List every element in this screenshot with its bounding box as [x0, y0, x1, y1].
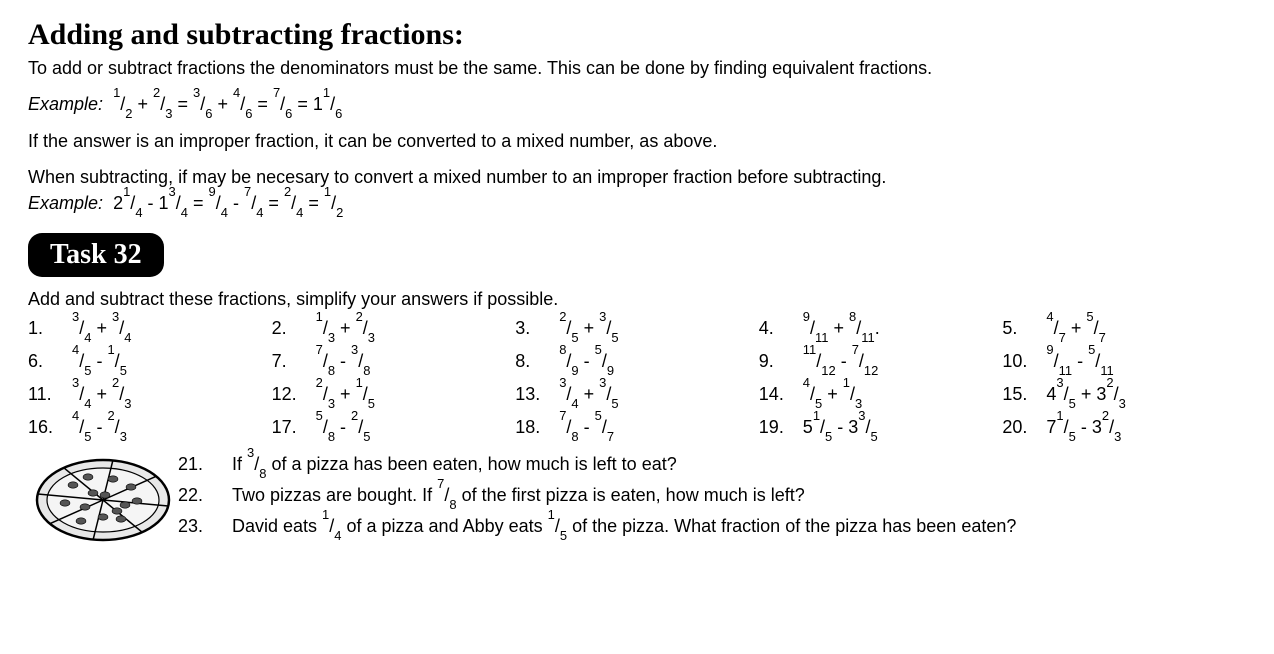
word-question-row: 21.If 3/8 of a pizza has been eaten, how…	[178, 454, 1246, 475]
word-question-text: If 3/8 of a pizza has been eaten, how mu…	[232, 454, 677, 475]
question-number: 17.	[272, 417, 316, 438]
task-pill: Task 32	[28, 233, 164, 277]
question-expression: 3/4 + 2/3	[72, 384, 131, 405]
improper-note: If the answer is an improper fraction, i…	[28, 129, 1246, 153]
example-2: Example: 21/4 - 13/4 = 9/4 - 7/4 = 2/4 =…	[28, 191, 1246, 215]
example-2-expr: 21/4 - 13/4 = 9/4 - 7/4 = 2/4 = 1/2	[113, 193, 343, 213]
question-expression: 4/5 - 2/3	[72, 417, 127, 438]
question-number: 11.	[28, 384, 72, 405]
question-cell: 2.1/3 + 2/3	[272, 318, 516, 339]
page-heading: Adding and subtracting fractions:	[28, 18, 1246, 52]
question-number: 1.	[28, 318, 72, 339]
question-expression: 71/5 - 32/3	[1046, 417, 1121, 438]
question-expression: 1/3 + 2/3	[316, 318, 375, 339]
question-expression: 7/8 - 5/7	[559, 417, 614, 438]
question-number: 2.	[272, 318, 316, 339]
question-expression: 3/4 + 3/5	[559, 384, 618, 405]
question-cell: 18.7/8 - 5/7	[515, 417, 759, 438]
question-cell: 16.4/5 - 2/3	[28, 417, 272, 438]
task-instructions: Add and subtract these fractions, simpli…	[28, 287, 1246, 311]
question-number: 22.	[178, 485, 232, 506]
question-cell: 3.2/5 + 3/5	[515, 318, 759, 339]
question-cell: 17.5/8 - 2/5	[272, 417, 516, 438]
question-expression: 4/5 + 1/3	[803, 384, 862, 405]
question-expression: 5/8 - 2/5	[316, 417, 371, 438]
word-problem-block: 21.If 3/8 of a pizza has been eaten, how…	[28, 454, 1246, 547]
question-cell: 7.7/8 - 3/8	[272, 351, 516, 372]
example-1: Example: 1/2 + 2/3 = 3/6 + 4/6 = 7/6 = 1…	[28, 92, 1246, 116]
question-cell: 5.4/7 + 5/7	[1002, 318, 1246, 339]
question-cell: 19.51/5 - 33/5	[759, 417, 1003, 438]
question-number: 20.	[1002, 417, 1046, 438]
question-expression: 9/11 - 5/11	[1046, 351, 1113, 372]
pizza-icon	[28, 455, 178, 545]
question-grid: 1.3/4 + 3/42.1/3 + 2/33.2/5 + 3/54.9/11 …	[28, 318, 1246, 438]
question-number: 4.	[759, 318, 803, 339]
question-number: 5.	[1002, 318, 1046, 339]
question-number: 14.	[759, 384, 803, 405]
question-expression: 51/5 - 33/5	[803, 417, 878, 438]
question-cell: 9.11/12 - 7/12	[759, 351, 1003, 372]
question-cell: 4.9/11 + 8/11.	[759, 318, 1003, 339]
question-number: 18.	[515, 417, 559, 438]
word-question-row: 23.David eats 1/4 of a pizza and Abby ea…	[178, 516, 1246, 537]
question-number: 10.	[1002, 351, 1046, 372]
question-cell: 13.3/4 + 3/5	[515, 384, 759, 405]
question-expression: 4/7 + 5/7	[1046, 318, 1105, 339]
word-question-text: Two pizzas are bought. If 7/8 of the fir…	[232, 485, 805, 506]
question-expression: 7/8 - 3/8	[316, 351, 371, 372]
question-cell: 8.8/9 - 5/9	[515, 351, 759, 372]
example-1-expr: 1/2 + 2/3 = 3/6 + 4/6 = 7/6 = 11/6	[113, 94, 342, 114]
question-number: 7.	[272, 351, 316, 372]
question-number: 21.	[178, 454, 232, 475]
question-cell: 12.2/3 + 1/5	[272, 384, 516, 405]
example-1-label: Example:	[28, 94, 103, 114]
question-number: 16.	[28, 417, 72, 438]
question-cell: 10.9/11 - 5/11	[1002, 351, 1246, 372]
word-question-text: David eats 1/4 of a pizza and Abby eats …	[232, 516, 1016, 537]
question-expression: 2/3 + 1/5	[316, 384, 375, 405]
question-number: 6.	[28, 351, 72, 372]
question-number: 12.	[272, 384, 316, 405]
word-question-row: 22.Two pizzas are bought. If 7/8 of the …	[178, 485, 1246, 506]
question-number: 13.	[515, 384, 559, 405]
question-cell: 6.4/5 - 1/5	[28, 351, 272, 372]
question-cell: 1.3/4 + 3/4	[28, 318, 272, 339]
question-cell: 11.3/4 + 2/3	[28, 384, 272, 405]
question-expression: 4/5 - 1/5	[72, 351, 127, 372]
example-2-label: Example:	[28, 193, 103, 213]
question-expression: 8/9 - 5/9	[559, 351, 614, 372]
question-number: 19.	[759, 417, 803, 438]
question-number: 15.	[1002, 384, 1046, 405]
question-cell: 14.4/5 + 1/3	[759, 384, 1003, 405]
question-number: 3.	[515, 318, 559, 339]
question-cell: 20.71/5 - 32/3	[1002, 417, 1246, 438]
question-expression: 43/5 + 32/3	[1046, 384, 1125, 405]
question-number: 9.	[759, 351, 803, 372]
question-expression: 11/12 - 7/12	[803, 351, 879, 372]
question-number: 23.	[178, 516, 232, 537]
word-questions: 21.If 3/8 of a pizza has been eaten, how…	[178, 454, 1246, 547]
question-expression: 9/11 + 8/11.	[803, 318, 880, 339]
question-cell: 15.43/5 + 32/3	[1002, 384, 1246, 405]
intro-text: To add or subtract fractions the denomin…	[28, 56, 1246, 80]
question-number: 8.	[515, 351, 559, 372]
question-expression: 2/5 + 3/5	[559, 318, 618, 339]
question-expression: 3/4 + 3/4	[72, 318, 131, 339]
